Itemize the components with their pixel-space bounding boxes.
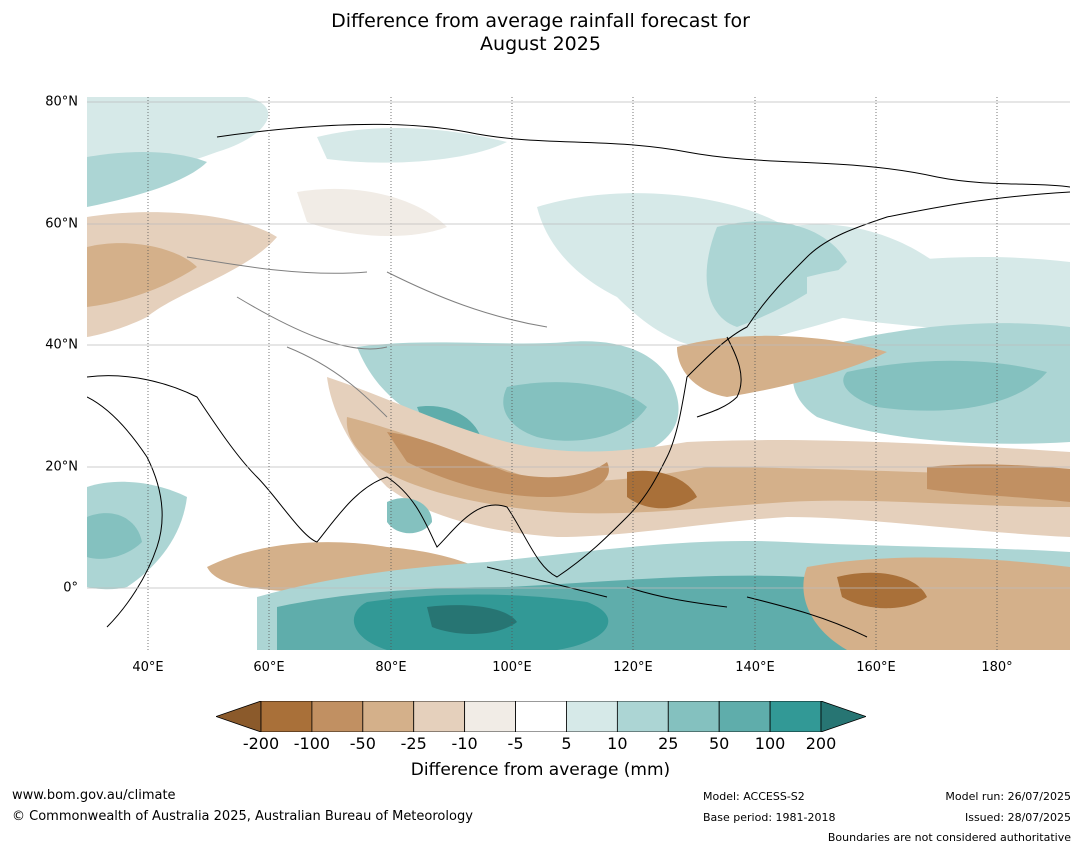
colorbar-tick-label: 25: [658, 734, 679, 753]
colorbar-tick-label: 10: [607, 734, 628, 753]
colorbar-segment: [718, 701, 771, 732]
colorbar-segment: [413, 701, 466, 732]
colorbar-extend-high: [820, 701, 866, 732]
lon-label-140e: 140°E: [735, 660, 775, 675]
colorbar-tick-label: 5: [561, 734, 572, 753]
anomaly-region-japan-dry: [677, 335, 887, 397]
footer-model-run: Model run: 26/07/2025: [945, 790, 1071, 803]
lat-label-60n: 60°N: [45, 216, 78, 232]
map-meridians: [147, 97, 998, 650]
anomaly-region-africa-wet-inner: [87, 513, 142, 559]
anomaly-region-scandinavia: [87, 106, 237, 146]
footer-base-period: Base period: 1981-2018: [703, 811, 836, 824]
colorbar-tick-label: -200: [242, 734, 280, 753]
footer-issued: Issued: 28/07/2025: [964, 811, 1071, 824]
lon-label-40e: 40°E: [132, 660, 164, 675]
anomaly-region-north-pacific: [807, 257, 1070, 337]
colorbar-tick-label: -10: [451, 734, 478, 753]
coastline-japan: [696, 336, 742, 418]
footer-website[interactable]: www.bom.gov.au/climate: [12, 788, 176, 803]
colorbar-extend-low: [216, 701, 262, 732]
colorbar-segment: [616, 701, 669, 732]
colorbar-tick-label: -5: [507, 734, 524, 753]
lat-label-40n: 40°N: [45, 337, 78, 353]
title-line-1: Difference from average rainfall forecas…: [331, 10, 750, 32]
lon-label-160e: 160°E: [856, 660, 896, 675]
lon-label-80e: 80°E: [375, 660, 407, 675]
anomaly-region-pacific-wet-inner: [843, 360, 1047, 411]
coastline-asia: [87, 191, 1070, 578]
colorbar-label: Difference from average (mm): [410, 760, 671, 780]
colorbar-tick-label: -25: [400, 734, 427, 753]
lat-label-20n: 20°N: [45, 459, 78, 475]
colorbar-segment: [362, 701, 415, 732]
lon-label-120e: 120°E: [613, 660, 653, 675]
coastline-africa: [87, 396, 163, 628]
footer-disclaimer: Boundaries are not considered authoritat…: [827, 831, 1071, 844]
anomaly-region-south-pacific-dry-core: [837, 572, 927, 609]
anomaly-region-equatorial-wet-max: [427, 605, 517, 634]
boundaries: [186, 256, 548, 418]
anomaly-region-europe-dry-inner: [87, 243, 197, 307]
colorbar-segment: [260, 701, 313, 732]
title-line-2: August 2025: [480, 33, 601, 55]
anomaly-region-kara: [317, 127, 507, 163]
colorbar-segment: [769, 701, 822, 732]
footer-model: Model: ACCESS-S2: [703, 790, 805, 803]
rainfall-map: [87, 97, 1070, 650]
colorbar-segment: [566, 701, 618, 732]
lon-label-100e: 100°E: [492, 660, 532, 675]
colorbar-tick-label: 100: [754, 734, 786, 753]
coastline-arctic: [216, 123, 1070, 188]
anomaly-region-monsoon-dry-core: [387, 432, 609, 497]
colorbar-segment: [311, 701, 364, 732]
colorbar: [216, 701, 866, 732]
lon-label-60e: 60°E: [253, 660, 285, 675]
colorbar-segment: [515, 701, 567, 732]
anomaly-region-siberia-dry: [297, 188, 447, 237]
anomaly-region-arctic-inner: [87, 152, 207, 207]
lon-label-180: 180°: [981, 660, 1013, 675]
colorbar-segment: [667, 701, 720, 732]
colorbar-tick-label: 50: [708, 734, 730, 753]
lat-label-80n: 80°N: [45, 94, 78, 110]
colorbar-tick-label: -100: [293, 734, 331, 753]
colorbar-tick-label: 200: [805, 734, 837, 753]
anomaly-region-china-wet-inner: [503, 382, 647, 441]
map-gridlines: [87, 101, 1070, 589]
anomaly-region-manchuria: [706, 221, 847, 327]
colorbar-segment: [464, 701, 516, 732]
chart-title: Difference from average rainfall forecas…: [0, 10, 1081, 56]
anomaly-region-pacific-dry-core: [927, 464, 1070, 502]
anomaly-region-south-pacific-dry: [803, 557, 1070, 650]
coastline-indonesia: [486, 566, 868, 638]
colorbar-tick-label: -50: [349, 734, 376, 753]
anomaly-region-philippines-dry: [627, 470, 697, 509]
anomaly-region-bengal-wet: [387, 498, 432, 534]
lat-label-0: 0°: [63, 580, 78, 596]
footer-copyright: © Commonwealth of Australia 2025, Austra…: [12, 809, 473, 824]
